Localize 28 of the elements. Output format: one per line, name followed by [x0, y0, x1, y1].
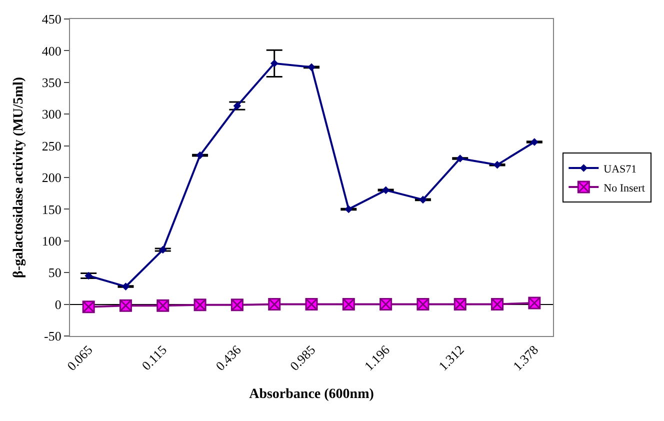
point — [122, 282, 130, 290]
point — [158, 246, 167, 254]
point — [530, 138, 538, 146]
point — [382, 186, 390, 194]
point — [84, 272, 92, 280]
point — [196, 151, 204, 160]
y-tick-label: 100 — [42, 233, 62, 248]
y-tick-label: 350 — [42, 74, 62, 90]
legend-label: UAS71 — [604, 163, 637, 176]
y-tick-label: 450 — [42, 12, 62, 27]
y-tick-label: 150 — [42, 202, 62, 217]
point — [233, 102, 242, 110]
y-tick-label: -50 — [44, 328, 62, 344]
y-axis-title: β-galactosidase activity (MU/5ml) — [12, 76, 26, 278]
y-tick-label: 200 — [42, 170, 62, 186]
point — [419, 196, 427, 204]
point — [456, 154, 464, 162]
y-tick-label: 250 — [42, 138, 62, 154]
y-tick-label: 50 — [48, 265, 62, 280]
point — [270, 59, 278, 68]
y-tick-label: 0 — [54, 296, 62, 312]
point — [344, 205, 353, 214]
point — [493, 160, 502, 169]
y-tick-label: 400 — [42, 43, 62, 58]
y-tick-label: 300 — [42, 106, 62, 122]
x-axis-title: Absorbance (600nm) — [249, 386, 374, 402]
point — [308, 63, 316, 72]
legend-label: No Insert — [604, 182, 645, 194]
